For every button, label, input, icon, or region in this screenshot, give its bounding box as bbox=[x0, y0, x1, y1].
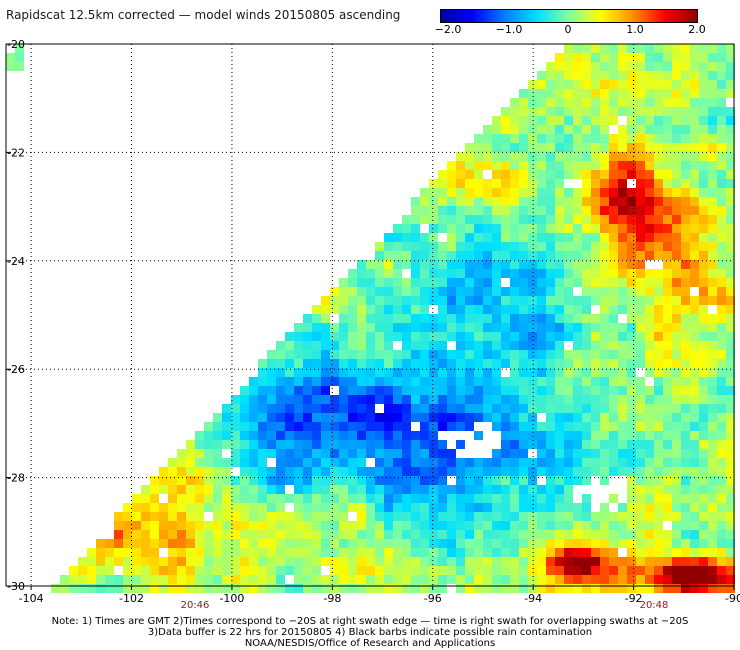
note-line: NOAA/NESDIS/Office of Research and Appli… bbox=[244, 638, 496, 649]
y-tick-label: -30 bbox=[7, 580, 25, 593]
map-frame bbox=[5, 43, 735, 587]
x-tick-label: -100 bbox=[219, 592, 244, 605]
time-label: 20:48 bbox=[639, 600, 669, 611]
colorbar-label: −1.0 bbox=[495, 23, 523, 36]
note-line: 3)Data buffer is 22 hrs for 20150805 4) … bbox=[147, 627, 593, 638]
x-tick-label: -104 bbox=[19, 592, 44, 605]
map-title: Rapidscat 12.5km corrected — model winds… bbox=[6, 8, 401, 22]
y-tick-label: -24 bbox=[7, 255, 25, 268]
colorbar-gradient bbox=[441, 10, 697, 22]
x-tick-label: -98 bbox=[323, 592, 341, 605]
x-tick-label: -96 bbox=[424, 592, 442, 605]
time-label: 20:46 bbox=[180, 600, 210, 611]
y-tick-label: -28 bbox=[7, 472, 25, 485]
y-tick-label: -20 bbox=[7, 38, 25, 51]
note-line: Note: 1) Times are GMT 2)Times correspon… bbox=[51, 616, 689, 627]
data-cells bbox=[6, 44, 735, 593]
colorbar-label: 1.0 bbox=[626, 23, 644, 36]
y-tick-label: -26 bbox=[7, 363, 25, 376]
y-tick-label: -22 bbox=[7, 146, 25, 159]
colorbar-label: 2.0 bbox=[688, 23, 706, 36]
x-tick-label: -94 bbox=[524, 592, 542, 605]
x-tick-label: -92 bbox=[625, 592, 643, 605]
colorbar-label: −2.0 bbox=[434, 23, 462, 36]
colorbar bbox=[440, 9, 698, 23]
colorbar-label: 0 bbox=[564, 23, 572, 36]
x-tick-label: -90 bbox=[725, 592, 740, 605]
x-tick-label: -102 bbox=[119, 592, 144, 605]
